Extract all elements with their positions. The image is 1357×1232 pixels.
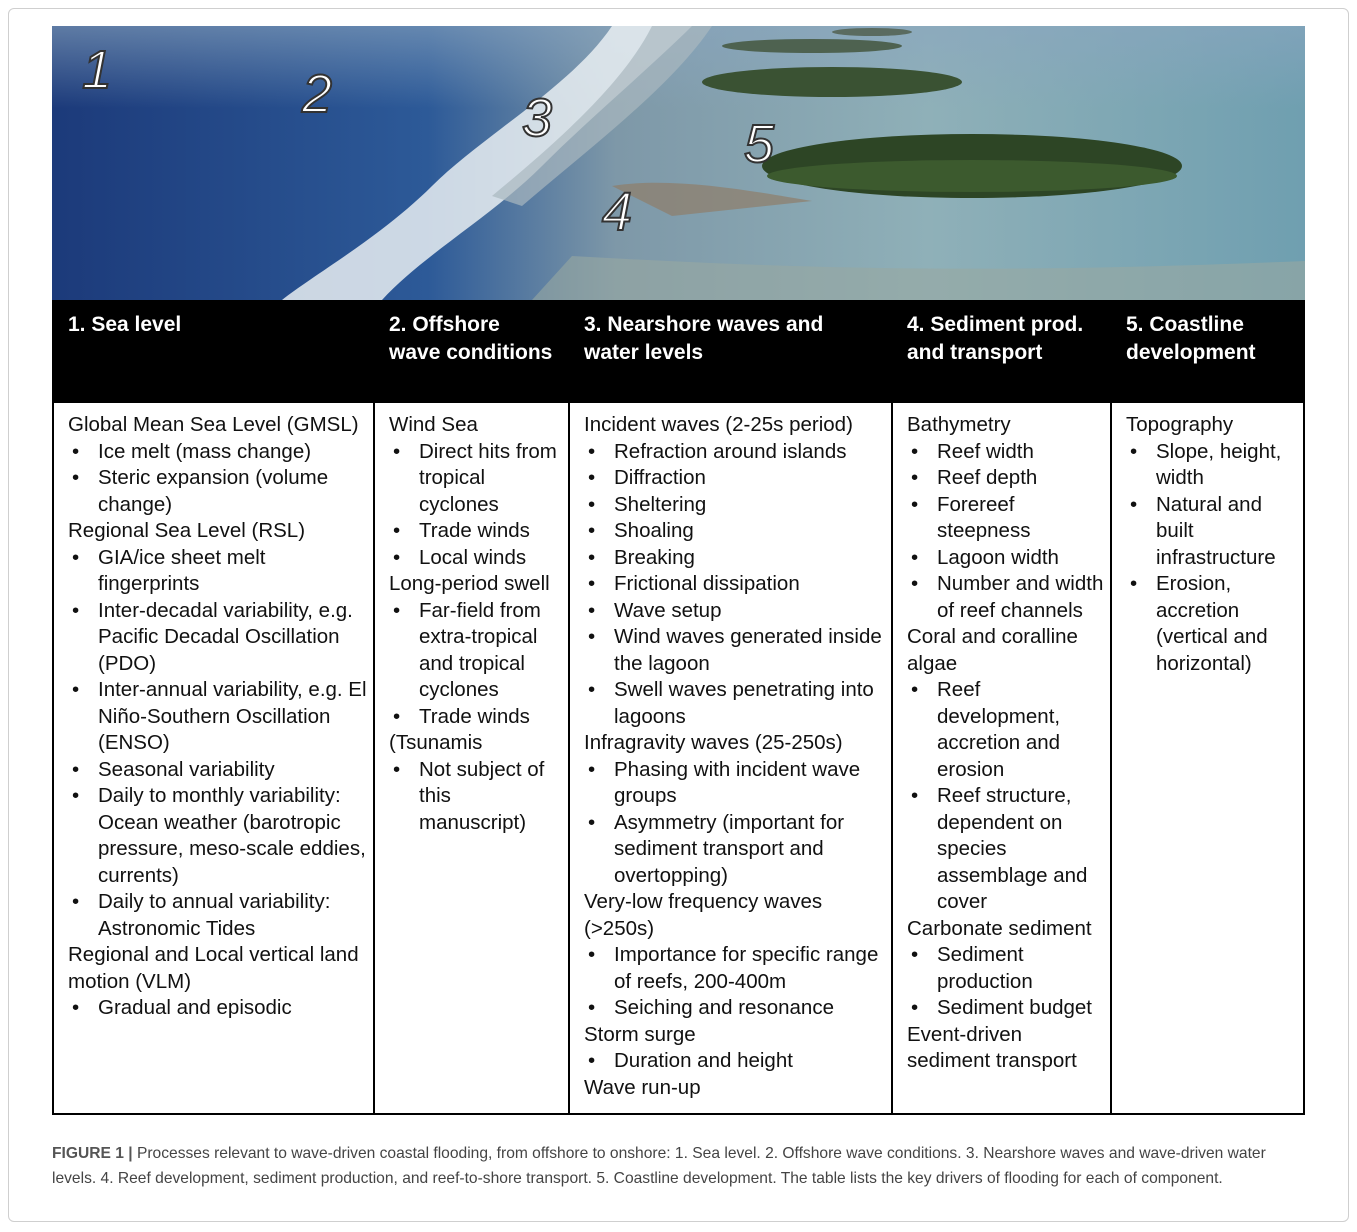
bullet-list: Reef widthReef depthForereef steepnessLa… [907, 439, 1104, 625]
group-heading: Bathymetry [907, 413, 1011, 436]
bullet-list: Reef development, accretion and erosionR… [907, 677, 1104, 916]
group-heading: Long-period swell [389, 572, 550, 595]
group-heading: Very-low frequency waves (>250s) [584, 890, 823, 940]
bullet-item: Seasonal variability [68, 757, 367, 784]
photo-label: 3 [522, 88, 552, 148]
photo-label: 2 [301, 64, 332, 124]
photo-label: 5 [744, 114, 775, 174]
bullet-list: Ice melt (mass change)Steric expansion (… [68, 439, 367, 519]
bullet-item: Reef depth [907, 465, 1104, 492]
group-heading: Regional and Local vertical land motion … [68, 943, 359, 993]
bullet-item: Shoaling [584, 518, 885, 545]
bullet-item: GIA/ice sheet melt fingerprints [68, 545, 367, 598]
bullet-list: Phasing with incident wave groupsAsymmet… [584, 757, 885, 890]
photo-label: 1 [82, 40, 112, 100]
bullet-item: Not subject of this manuscript) [389, 757, 562, 837]
group-heading: Global Mean Sea Level (GMSL) [68, 413, 359, 436]
bullet-item: Slope, height, width [1126, 439, 1297, 492]
bullet-item: Number and width of reef channels [907, 571, 1104, 624]
bullet-item: Inter-annual variability, e.g. El Niño-S… [68, 677, 367, 757]
table-column: 1. Sea level Global Mean Sea Level (GMSL)… [52, 300, 373, 1115]
bullet-item: Importance for specific range of reefs, … [584, 942, 885, 995]
bullet-item: Erosion, accretion (vertical and horizon… [1126, 571, 1297, 677]
bullet-item: Direct hits from tropical cyclones [389, 439, 562, 519]
bullet-list: GIA/ice sheet melt fingerprintsInter-dec… [68, 545, 367, 943]
bullet-item: Swell waves penetrating into lagoons [584, 677, 885, 730]
bullet-item: Far-field from extra-tropical and tropic… [389, 598, 562, 704]
table-column: 4. Sediment prod. and transport Bathymetr… [891, 300, 1110, 1115]
bullet-list: Gradual and episodic [68, 995, 367, 1022]
bullet-item: Refraction around islands [584, 439, 885, 466]
caption-text: Processes relevant to wave-driven coasta… [52, 1145, 1266, 1187]
table-column: 5. Coastline development Topography Slope,… [1110, 300, 1305, 1115]
bullet-item: Seiching and resonance [584, 995, 885, 1022]
bullet-list: Sediment productionSediment budget [907, 942, 1104, 1022]
column-header: 2. Offshore wave conditions [373, 300, 568, 403]
bullet-item: Phasing with incident wave groups [584, 757, 885, 810]
bullet-item: Trade winds [389, 518, 562, 545]
column-header: 3. Nearshore waves and water levels [568, 300, 891, 403]
bullet-item: Wind waves generated inside the lagoon [584, 624, 885, 677]
bullet-item: Reef development, accretion and erosion [907, 677, 1104, 783]
photo-label: 4 [602, 182, 632, 242]
bullet-list: Slope, height, widthNatural and built in… [1126, 439, 1297, 678]
column-body: Bathymetry Reef widthReef depthForereef s… [891, 403, 1110, 1115]
bullet-item: Reef width [907, 439, 1104, 466]
caption-label: FIGURE 1 | [52, 1145, 133, 1162]
bullet-item: Reef structure, dependent on species ass… [907, 783, 1104, 916]
photo: 1 2 3 4 5 [52, 26, 1305, 300]
bullet-list: Direct hits from tropical cyclonesTrade … [389, 439, 562, 572]
bullet-item: Daily to annual variability: Astronomic … [68, 889, 367, 942]
bullet-list: Refraction around islandsDiffractionShel… [584, 439, 885, 731]
column-header: 4. Sediment prod. and transport [891, 300, 1110, 403]
bullet-item: Forereef steepness [907, 492, 1104, 545]
column-body: Incident waves (2-25s period) Refraction … [568, 403, 891, 1115]
group-heading: Coral and coralline algae [907, 625, 1078, 675]
bullet-item: Steric expansion (volume change) [68, 465, 367, 518]
bullet-item: Local winds [389, 545, 562, 572]
bullet-item: Frictional dissipation [584, 571, 885, 598]
bullet-item: Ice melt (mass change) [68, 439, 367, 466]
group-heading: Storm surge [584, 1022, 696, 1046]
column-header: 1. Sea level [52, 300, 373, 403]
bullet-item: Duration and height [584, 1048, 885, 1075]
figure-frame [8, 8, 1349, 1222]
group-heading: (Tsunamis [389, 731, 483, 754]
bullet-item: Asymmetry (important for sediment transp… [584, 810, 885, 890]
bullet-item: Sediment production [907, 942, 1104, 995]
column-body: Topography Slope, height, widthNatural an… [1110, 403, 1305, 1115]
bullet-item: Lagoon width [907, 545, 1104, 572]
table-column: 3. Nearshore waves and water levels Incid… [568, 300, 891, 1115]
table: 1. Sea level Global Mean Sea Level (GMSL)… [52, 300, 1305, 1115]
bullet-item: Gradual and episodic [68, 995, 367, 1022]
table-column: 2. Offshore wave conditions Wind Sea Direc… [373, 300, 568, 1115]
bullet-item: Sheltering [584, 492, 885, 519]
group-heading: Regional Sea Level (RSL) [68, 519, 306, 542]
bullet-item: Daily to monthly variability: Ocean weat… [68, 783, 367, 889]
group-heading: Event-driven sediment transport [907, 1022, 1077, 1073]
group-heading: Topography [1126, 413, 1234, 436]
bullet-list: Far-field from extra-tropical and tropic… [389, 598, 562, 731]
group-heading: Wind Sea [389, 413, 478, 436]
caption: FIGURE 1 | Processes relevant to wave-dr… [52, 1141, 1314, 1191]
group-heading: Incident waves (2-25s period) [584, 413, 853, 436]
group-heading: Infragravity waves (25-250s) [584, 731, 843, 754]
bullet-list: Duration and height [584, 1048, 885, 1075]
bullet-item: Natural and built infrastructure [1126, 492, 1297, 572]
group-heading: Carbonate sediment [907, 916, 1092, 940]
bullet-item: Sediment budget [907, 995, 1104, 1022]
bullet-list: Importance for specific range of reefs, … [584, 942, 885, 1022]
bullet-list: Not subject of this manuscript) [389, 757, 562, 837]
column-body: Wind Sea Direct hits from tropical cyclon… [373, 403, 568, 1115]
group-heading: Wave run-up [584, 1075, 701, 1099]
bullet-item: Inter-decadal variability, e.g. Pacific … [68, 598, 367, 678]
column-header: 5. Coastline development [1110, 300, 1305, 403]
bullet-item: Diffraction [584, 465, 885, 492]
column-body: Global Mean Sea Level (GMSL) Ice melt (ma… [52, 403, 373, 1115]
bullet-item: Trade winds [389, 704, 562, 731]
bullet-item: Breaking [584, 545, 885, 572]
bullet-item: Wave setup [584, 598, 885, 625]
